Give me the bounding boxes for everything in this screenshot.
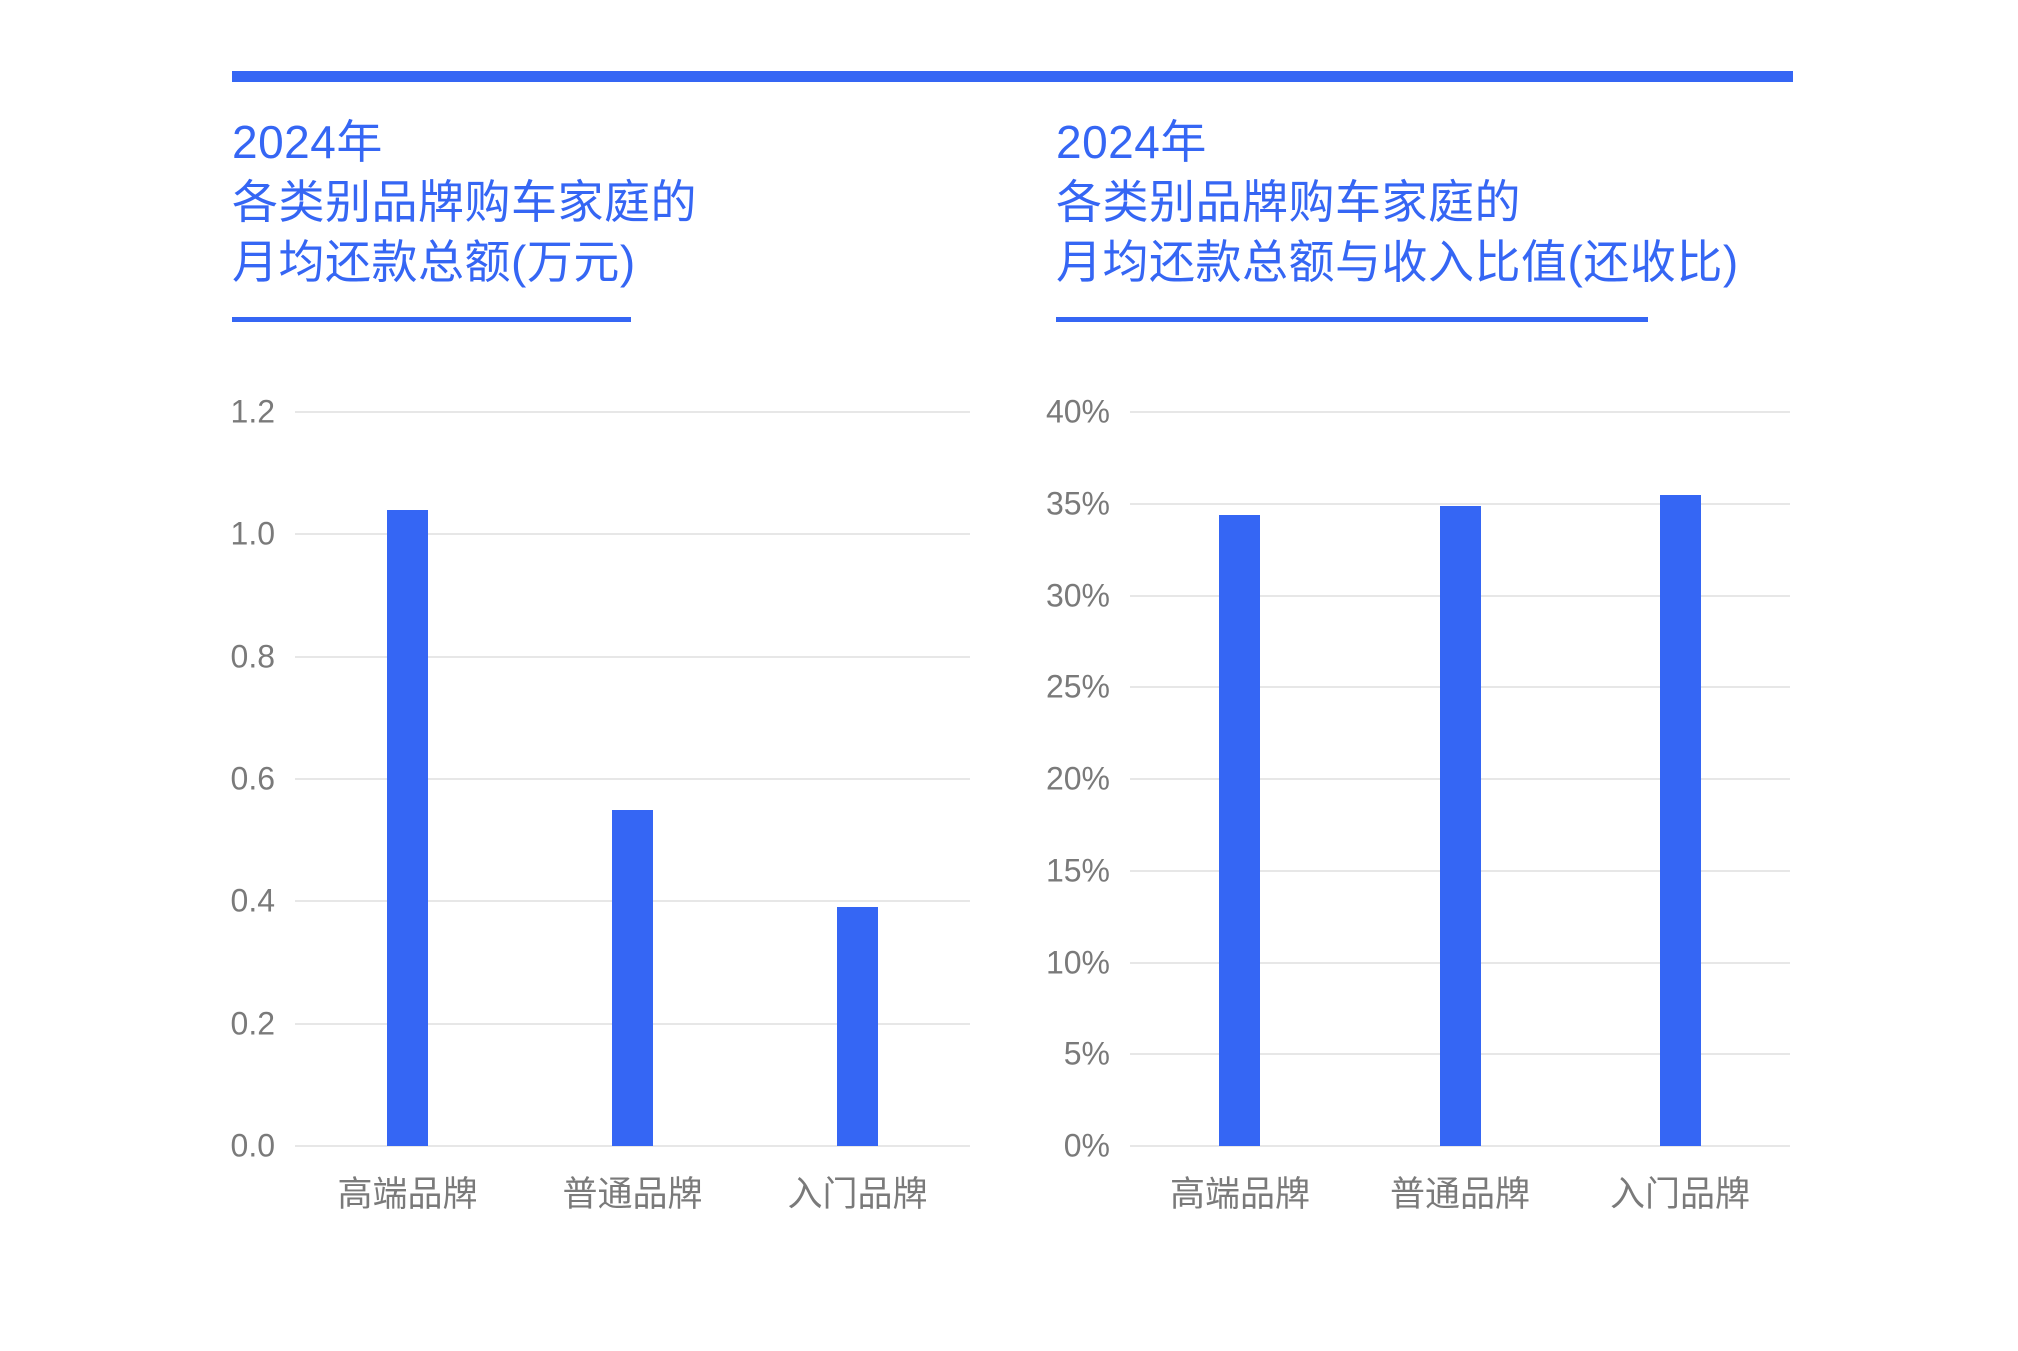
y-axis-tick-label: 25% <box>1045 668 1110 705</box>
y-axis-tick-label: 0.2 <box>230 1005 275 1042</box>
y-axis-tick-label: 30% <box>1045 577 1110 613</box>
y-axis-tick-label: 5% <box>1063 1035 1110 1072</box>
gridline <box>295 1145 970 1147</box>
title-line: 2024年 <box>232 116 383 168</box>
bar-入门品牌 <box>837 907 878 1146</box>
title-line: 各类别品牌购车家庭的 <box>1056 176 1521 228</box>
title-line: 2024年 <box>1056 116 1207 168</box>
gridline <box>1130 411 1790 413</box>
y-axis-tick-label: 20% <box>1045 760 1110 797</box>
x-axis-category-label: 普通品牌 <box>562 1175 703 1214</box>
y-axis-tick-label: 0.6 <box>230 760 275 797</box>
title-underline <box>1056 317 1648 322</box>
title-underline <box>232 317 631 322</box>
y-axis-tick-label: 40% <box>1045 393 1110 430</box>
y-axis-tick-label: 35% <box>1045 485 1110 522</box>
y-axis-tick-label: 1.2 <box>230 393 275 430</box>
bar-plot-repayment-income-ratio: 0% 5% 10% 15% 20% 25% 30% 35% 40% 高端品牌 普通品牌 入门品牌 <box>1046 394 1790 1214</box>
y-axis-tick-label: 0.4 <box>230 882 275 919</box>
y-axis-tick-label: 0.8 <box>230 638 275 675</box>
y-axis-tick-label: 1.0 <box>230 515 275 552</box>
gridline <box>295 533 970 536</box>
gridline <box>295 778 970 780</box>
chart-title-repayment-income-ratio: 2024年 各类别品牌购车家庭的 月均还款总额与收入比值(还收比) <box>1056 112 1739 292</box>
x-axis-category-label: 高端品牌 <box>337 1175 478 1214</box>
y-axis-tick-label: 0.0 <box>230 1127 275 1164</box>
x-axis-category-label: 普通品牌 <box>1389 1175 1531 1214</box>
x-axis-category-label: 入门品牌 <box>787 1175 928 1214</box>
gridline <box>295 655 970 658</box>
gridline <box>1130 1145 1790 1147</box>
x-axis-category-label: 入门品牌 <box>1609 1175 1751 1214</box>
bar-高端品牌 <box>1219 514 1261 1146</box>
bar-plot-monthly-repayment: 0.0 0.2 0.4 0.6 0.8 1.0 1.2 高端品牌 普通品牌 入门品牌 <box>231 394 970 1214</box>
x-axis-category-label: 高端品牌 <box>1169 1175 1311 1214</box>
bar-入门品牌 <box>1659 494 1701 1146</box>
bar-高端品牌 <box>386 509 428 1146</box>
y-axis-tick-label: 10% <box>1045 944 1110 980</box>
title-line: 月均还款总额(万元) <box>232 236 636 288</box>
bar-普通品牌 <box>1439 505 1481 1146</box>
gridline <box>1130 502 1790 505</box>
accent-top-bar <box>232 71 1793 82</box>
bar-普通品牌 <box>612 809 653 1146</box>
y-axis-tick-label: 15% <box>1045 852 1110 889</box>
title-line: 各类别品牌购车家庭的 <box>232 176 697 228</box>
y-axis-tick-label: 0% <box>1063 1127 1110 1164</box>
gridline <box>295 411 970 413</box>
chart-title-monthly-repayment: 2024年 各类别品牌购车家庭的 月均还款总额(万元) <box>232 112 697 292</box>
title-line: 月均还款总额与收入比值(还收比) <box>1056 236 1739 288</box>
